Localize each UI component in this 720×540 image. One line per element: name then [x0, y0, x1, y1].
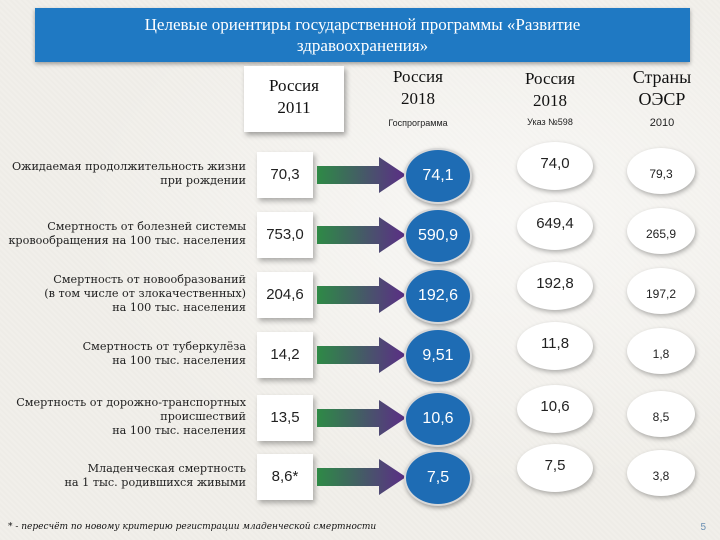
right-arrow-icon	[317, 337, 406, 373]
value-russia-2011: 8,6*	[257, 454, 313, 500]
value-russia-2018-program: 7,5	[404, 450, 472, 506]
header-oecd: Страны ОЭСР	[612, 66, 712, 116]
value-russia-2018-decree: 7,5	[517, 444, 593, 492]
row-label-line: на 1 тыс. родившихся живыми	[64, 476, 246, 489]
header-russia-2018-program-line2: 2018	[401, 89, 435, 108]
subheader-program: Госпрограмма	[388, 118, 448, 128]
header-russia-2018-decree-line1: Россия	[525, 69, 575, 88]
value-oecd-2010: 3,8	[627, 450, 695, 496]
value-oecd-2010: 265,9	[627, 208, 695, 254]
row-label: Младенческая смертность на 1 тыс. родивши…	[0, 462, 246, 490]
header-russia-2011-line2: 2011	[277, 98, 311, 117]
row-label-line: Смертность от новообразований	[53, 273, 246, 286]
title-line-2: здравоохранения»	[296, 36, 429, 55]
row-label-line: при рождении	[160, 174, 246, 187]
right-arrow-icon	[317, 459, 406, 495]
row-label-line: Смертность от дорожно-транспортных	[16, 396, 246, 409]
row-label-line: кровообращения на 100 тыс. населения	[8, 234, 246, 247]
row-label: Ожидаемая продолжительность жизни при рож…	[0, 160, 246, 188]
header-russia-2018-decree: Россия 2018	[500, 68, 600, 118]
row-label-line: на 100 тыс. населения	[112, 354, 246, 367]
value-russia-2018-decree: 74,0	[517, 142, 593, 190]
value-russia-2018-decree: 192,8	[517, 262, 593, 310]
right-arrow-icon	[317, 277, 406, 313]
value-oecd-2010: 79,3	[627, 148, 695, 194]
page-number: 5	[700, 522, 706, 533]
slide-title: Целевые ориентиры государственной програ…	[35, 8, 690, 62]
row-label: Смертность от новообразований (в том числ…	[0, 273, 246, 315]
value-russia-2018-program: 590,9	[404, 208, 472, 264]
value-russia-2018-program: 192,6	[404, 268, 472, 324]
title-line-1: Целевые ориентиры государственной програ…	[144, 15, 581, 34]
row-label: Смертность от туберкулёза на 100 тыс. нас…	[0, 340, 246, 368]
row-label-line: Смертность от туберкулёза	[82, 340, 246, 353]
value-russia-2011: 753,0	[257, 212, 313, 258]
value-russia-2018-program: 10,6	[404, 391, 472, 447]
value-russia-2018-decree: 649,4	[517, 202, 593, 250]
value-oecd-2010: 1,8	[627, 328, 695, 374]
subheader-oecd-year: 2010	[649, 117, 675, 129]
value-russia-2011: 70,3	[257, 152, 313, 198]
row-label-line: Смертность от болезней системы	[47, 220, 246, 233]
subheader-decree: Указ №598	[527, 117, 573, 127]
value-russia-2018-program: 74,1	[404, 148, 472, 204]
row-label-line: (в том числе от злокачественных)	[44, 287, 246, 300]
row-label-line: на 100 тыс. населения	[112, 301, 246, 314]
right-arrow-icon	[317, 400, 406, 436]
row-label-line: Младенческая смертность	[87, 462, 246, 475]
right-arrow-icon	[317, 217, 406, 253]
value-russia-2011: 204,6	[257, 272, 313, 318]
value-russia-2011: 14,2	[257, 332, 313, 378]
header-russia-2011: Россия 2011	[244, 66, 344, 132]
header-russia-2018-decree-line2: 2018	[533, 91, 567, 110]
value-oecd-2010: 8,5	[627, 391, 695, 437]
header-russia-2011-line1: Россия	[269, 76, 319, 95]
header-oecd-line1: Страны	[632, 67, 692, 87]
row-label: Смертность от дорожно-транспортных происш…	[0, 396, 246, 438]
header-russia-2018-program-line1: Россия	[393, 67, 443, 86]
row-label: Смертность от болезней системы кровообращ…	[0, 220, 246, 248]
row-label-line: происшествий	[160, 410, 246, 423]
right-arrow-icon	[317, 157, 406, 193]
row-label-line: на 100 тыс. населения	[112, 424, 246, 437]
value-russia-2018-decree: 10,6	[517, 385, 593, 433]
header-russia-2018-program: Россия 2018	[368, 66, 468, 116]
row-label-line: Ожидаемая продолжительность жизни	[12, 160, 246, 173]
value-russia-2018-program: 9,51	[404, 328, 472, 384]
value-russia-2018-decree: 11,8	[517, 322, 593, 370]
header-oecd-line2: ОЭСР	[638, 89, 686, 109]
value-oecd-2010: 197,2	[627, 268, 695, 314]
footnote: * - пересчёт по новому критерию регистра…	[8, 522, 377, 532]
value-russia-2011: 13,5	[257, 395, 313, 441]
